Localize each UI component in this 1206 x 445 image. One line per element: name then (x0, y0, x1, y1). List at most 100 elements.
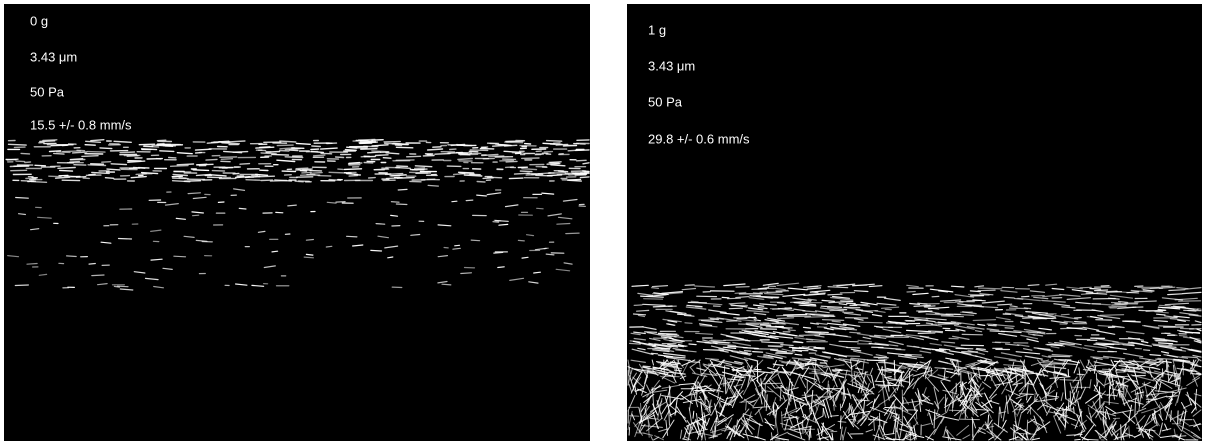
particle-streak (854, 291, 868, 292)
particle-streak (833, 285, 847, 286)
particle-streak (804, 327, 811, 328)
particle-streak (117, 286, 128, 287)
particle-streak (583, 163, 589, 164)
particle-streak (407, 156, 421, 157)
particle-streak (321, 148, 337, 149)
particle-streak (119, 239, 132, 240)
particle-streak (391, 202, 399, 203)
particle-streak (272, 251, 278, 252)
particle-streak (310, 173, 322, 174)
particle-streak (868, 360, 885, 361)
particle-streak (885, 408, 903, 409)
particle-streak (106, 178, 114, 179)
particle-streak (1159, 343, 1173, 344)
particle-streak (344, 169, 361, 170)
particle-streak (1020, 394, 1034, 395)
particle-streak (906, 321, 914, 322)
particle-streak (177, 164, 193, 165)
particle-streak (327, 202, 336, 203)
particle-streak (259, 176, 275, 177)
particle-streak (368, 152, 381, 153)
particle-streak (929, 331, 943, 332)
particle-streak (812, 292, 818, 293)
particle-streak (469, 151, 478, 152)
particle-streak (1075, 439, 1081, 440)
particle-streak (896, 324, 908, 325)
particle-streak (386, 153, 399, 154)
particle-streak (280, 141, 296, 142)
particle-streak (114, 141, 131, 142)
particle-streak (307, 175, 320, 176)
particle-streak (415, 168, 425, 169)
particle-streak (894, 361, 895, 380)
particle-streak (288, 205, 297, 206)
particle-streak (462, 173, 474, 174)
particle-streak (139, 144, 154, 145)
particle-streak (788, 330, 795, 331)
particle-streak (35, 165, 45, 166)
particle-streak (1156, 359, 1163, 360)
particle-streak (56, 177, 70, 178)
particle-streak (874, 357, 888, 358)
particle-streak (236, 177, 250, 178)
particle-streak (321, 153, 332, 154)
particle-streak (643, 366, 650, 367)
particle-streak (506, 161, 517, 162)
particle-streak (73, 152, 87, 153)
particle-streak (972, 419, 973, 437)
particle-streak (1024, 308, 1030, 309)
particle-streak (296, 168, 308, 169)
particle-streak (859, 322, 883, 323)
particle-streak (1090, 289, 1101, 290)
particle-streak (295, 181, 303, 182)
particle-streak (566, 233, 579, 234)
particle-streak (875, 381, 884, 382)
particle-streak (814, 348, 825, 349)
particle-streak (228, 141, 245, 142)
particle-streak (644, 299, 663, 300)
particle-streak (312, 146, 321, 147)
particle-streak (551, 165, 565, 166)
particle-streak (15, 285, 28, 286)
particle-streak (1144, 350, 1150, 351)
particle-streak (280, 151, 289, 152)
particle-streak (336, 202, 345, 203)
particle-streak (1179, 336, 1187, 337)
particle-streak (689, 344, 696, 345)
particle-streak (85, 145, 95, 146)
particle-streak (88, 165, 105, 166)
particle-streak (184, 181, 200, 182)
particle-streak (411, 235, 420, 236)
particle-streak (388, 257, 393, 258)
particle-streak (371, 250, 382, 251)
particle-streak (494, 252, 503, 253)
particle-streak (1159, 326, 1176, 327)
particle-streak (461, 273, 472, 274)
particle-streak (802, 347, 809, 348)
particle-streak (54, 153, 64, 154)
particle-streak (489, 156, 504, 157)
particle-streak (188, 193, 200, 194)
particle-streak (967, 300, 982, 301)
gravity-label: 0 g (30, 13, 48, 28)
particle-streak (196, 149, 212, 150)
particle-streak (1085, 439, 1099, 440)
particle-streak (160, 151, 174, 152)
particle-streak (302, 172, 311, 173)
particle-streak (347, 174, 358, 175)
particle-streak (1075, 322, 1086, 323)
particle-streak (1112, 303, 1121, 304)
particle-streak (349, 163, 360, 164)
particle-streak (577, 160, 587, 161)
particle-streak (197, 175, 211, 176)
particle-streak (630, 343, 641, 344)
particle-streak (1015, 299, 1023, 300)
particle-streak (1005, 328, 1013, 329)
particle-streak (572, 173, 587, 174)
particle-streak (630, 341, 640, 342)
particle-streak (391, 215, 398, 216)
particle-streak (777, 315, 794, 316)
particle-streak (193, 170, 209, 171)
particle-streak (91, 140, 104, 141)
particle-streak (21, 153, 29, 154)
